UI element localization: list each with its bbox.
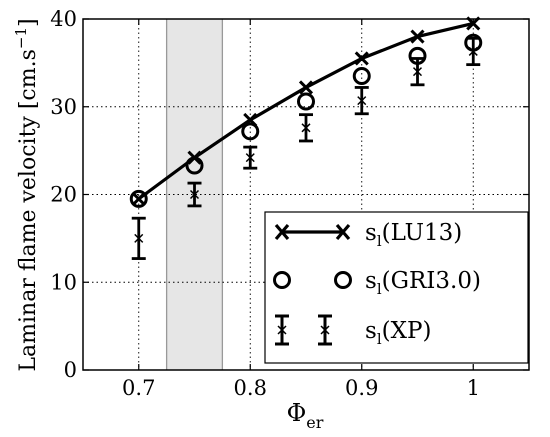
y-tick-label: 30 [50,95,77,119]
y-tick-label: 20 [50,183,77,207]
legend-label-lu13: sl(LU13) [365,220,462,250]
y-axis-label: Laminar flame velocity [cm.s−1] [12,18,41,371]
point-xp [468,46,478,56]
legend-label-xp: sl(XP) [365,318,431,348]
point-gri30 [352,67,371,86]
point-xp [245,153,255,163]
legend-marker-xp [275,314,332,346]
point-xp [189,189,200,200]
point-gri30 [297,92,315,111]
point-lu13 [298,80,314,95]
series-layer [129,16,483,260]
point-xp [301,123,311,133]
point-gri30 [185,156,204,175]
point-lu13 [131,191,146,206]
legend: sl(LU13) sl(GRI3.0) sl(XP) [264,211,529,364]
legend-label-gri30: sl(GRI3.0) [365,268,481,298]
point-lu13 [354,51,369,66]
y-tick-label: 0 [64,358,77,382]
point-gri30 [241,122,260,141]
y-tick-label: 40 [50,7,77,31]
legend-marker-lu13 [274,223,351,241]
x-tick-label: 0.8 [234,376,267,400]
x-tick-label: 1 [467,376,480,400]
point-gri30 [129,189,148,208]
point-xp [412,67,423,77]
x-tick-label: 0.7 [122,376,155,400]
legend-box [264,211,529,364]
x-axis-label: Φer [287,399,324,432]
x-tick-label: 0.9 [345,376,378,400]
axis-ticks [83,18,529,371]
legend-marker-gri30 [273,271,352,289]
y-tick-label: 10 [50,270,77,294]
point-lu13 [410,29,425,44]
point-xp [134,233,144,243]
point-xp [357,96,367,106]
